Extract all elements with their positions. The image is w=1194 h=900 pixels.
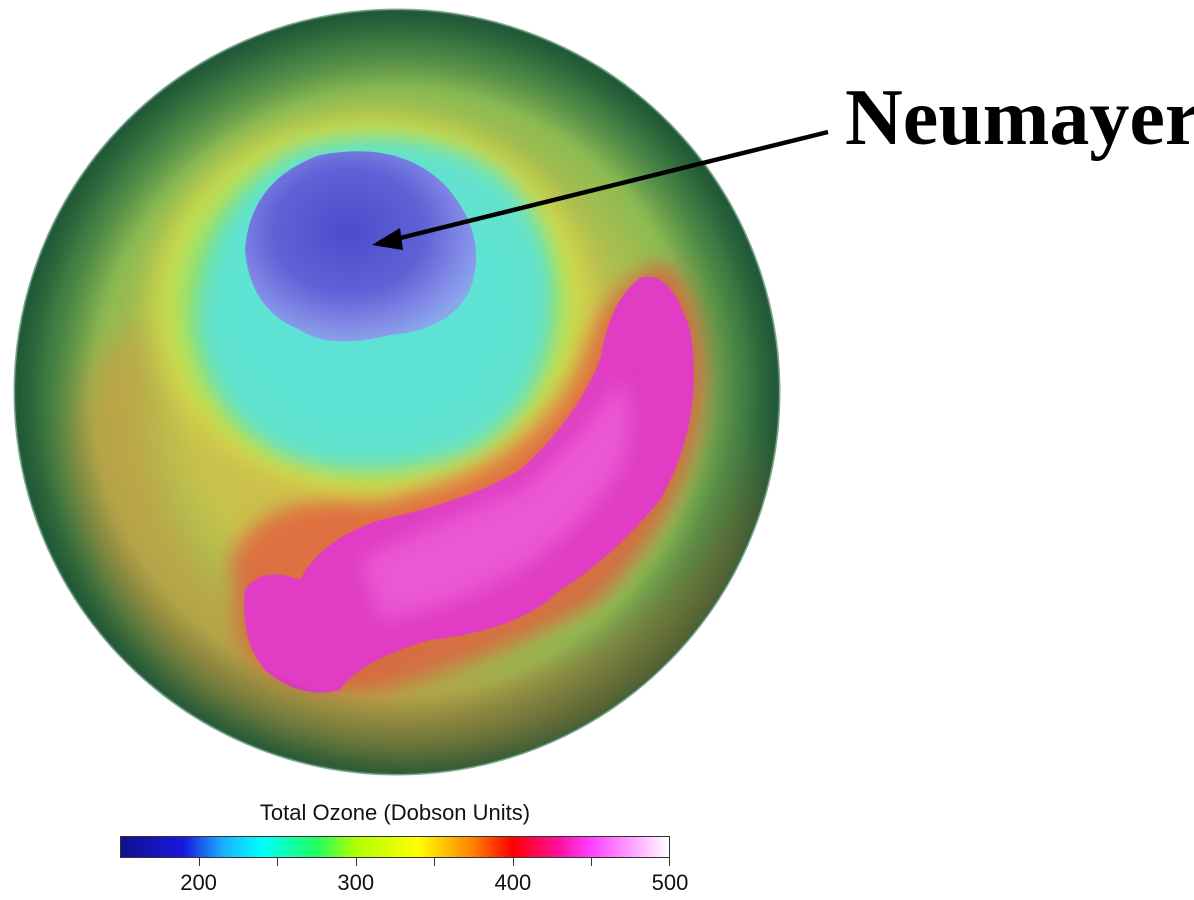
colorbar-tick-mark [277,858,279,866]
colorbar-tick-mark [512,858,514,866]
colorbar-tick-mark [591,858,593,866]
colorbar-tick-mark [669,858,670,866]
colorbar-tick-label: 200 [180,870,217,895]
colorbar-tick-label: 400 [494,870,532,895]
colorbar-tick-label: 300 [337,870,375,895]
colorbar-tick-label: 500 [651,870,689,895]
neumayer-arrow [372,129,829,250]
colorbar-tick-mark [355,858,357,866]
colorbar-tick-mark [198,858,200,866]
neumayer-label: Neumayer [845,74,1194,162]
colorbar [120,836,670,858]
legend-title: Total Ozone (Dobson Units) [259,800,531,825]
colorbar-tick-mark [434,858,436,866]
